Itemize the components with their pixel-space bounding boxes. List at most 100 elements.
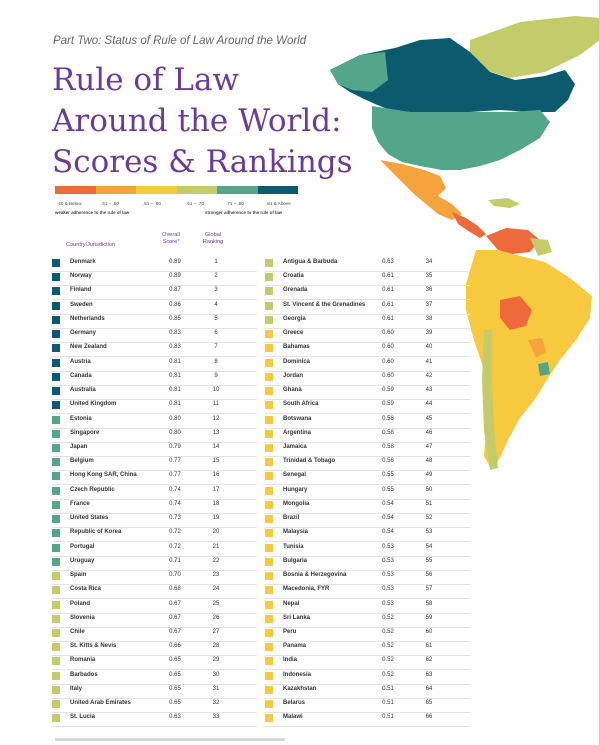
- overall-score: 0.67: [169, 628, 181, 635]
- overall-score: 0.72: [169, 529, 181, 536]
- global-ranking: 8: [214, 358, 218, 365]
- global-ranking: 13: [212, 429, 220, 436]
- global-ranking: 32: [212, 700, 220, 707]
- score-color-swatch: [265, 358, 273, 367]
- overall-score: 0.83: [169, 344, 181, 351]
- table-row: Barbados 0.65 30: [52, 670, 257, 685]
- overall-score: 0.53: [382, 586, 394, 593]
- global-ranking: 56: [425, 572, 433, 579]
- score-color-swatch: [265, 529, 273, 538]
- overall-score: 0.60: [382, 330, 394, 337]
- score-color-swatch: [52, 387, 60, 396]
- global-ranking: 41: [425, 358, 433, 365]
- score-color-swatch: [52, 586, 60, 595]
- table-row: Poland 0.67 25: [52, 599, 257, 614]
- map-mexico: [380, 160, 462, 220]
- country-name: Costa Rica: [70, 586, 102, 593]
- global-ranking: 49: [425, 472, 433, 479]
- overall-score: 0.81: [169, 387, 181, 394]
- overall-score: 0.55: [382, 472, 394, 479]
- table-row: Spain 0.70 23: [52, 570, 257, 586]
- table-row: Sweden 0.86 4: [52, 300, 257, 315]
- overall-score: 0.65: [169, 700, 181, 707]
- table-row: Tunisia 0.53 54: [265, 542, 470, 557]
- global-ranking: 44: [425, 401, 433, 408]
- table-row: United States 0.73 19: [52, 513, 257, 529]
- table-row: Peru 0.52 60: [265, 627, 470, 642]
- overall-score: 0.67: [169, 600, 181, 607]
- score-color-swatch: [52, 401, 60, 410]
- country-name: Hong Kong SAR, China: [70, 472, 137, 479]
- table-row: Nepal 0.53 58: [265, 599, 470, 614]
- table-row: Panama 0.52 61: [265, 641, 470, 657]
- country-name: Poland: [70, 600, 91, 607]
- score-color-swatch: [265, 572, 273, 581]
- map-greenland: [470, 16, 600, 78]
- score-color-swatch: [52, 330, 60, 339]
- overall-score: 0.58: [382, 415, 394, 422]
- global-ranking: 16: [212, 472, 220, 479]
- global-ranking: 22: [212, 557, 220, 564]
- global-ranking: 50: [425, 486, 433, 493]
- table-row: India 0.52 62: [265, 655, 470, 671]
- map-uruguay: [538, 362, 550, 376]
- legend-range-6: .81 & Above: [266, 201, 291, 206]
- score-color-swatch: [52, 287, 60, 296]
- table-row: Finland 0.87 3: [52, 285, 257, 301]
- map-bolivia: [500, 296, 532, 330]
- table-row: Hungary 0.55 50: [265, 485, 470, 500]
- score-color-swatch: [265, 330, 273, 339]
- legend-swatch-3: [136, 186, 177, 194]
- title-line-3: Scores & Rankings: [52, 144, 353, 180]
- overall-score: 0.65: [169, 685, 181, 692]
- global-ranking: 59: [425, 614, 433, 621]
- country-name: Senegal: [283, 472, 307, 479]
- score-color-swatch: [265, 259, 273, 267]
- global-ranking: 18: [212, 500, 220, 507]
- overall-score: 0.56: [382, 458, 394, 465]
- global-ranking: 45: [425, 415, 433, 422]
- country-name: Bulgaria: [283, 557, 308, 564]
- table-row: Uruguay 0.71 22: [52, 556, 257, 571]
- overall-score: 0.81: [169, 372, 181, 379]
- table-row: Argentina 0.58 46: [265, 428, 470, 443]
- overall-score: 0.61: [382, 273, 394, 280]
- table-row: Netherlands 0.85 5: [52, 314, 257, 329]
- score-color-swatch: [265, 543, 273, 552]
- global-ranking: 29: [212, 657, 220, 664]
- score-color-swatch: [265, 685, 273, 694]
- score-color-swatch: [265, 443, 273, 452]
- country-name: Hungary: [283, 486, 308, 493]
- table-row: Germany 0.83 6: [52, 328, 257, 344]
- table-row: Brazil 0.54 52: [265, 513, 470, 529]
- country-name: South Africa: [283, 401, 319, 408]
- global-ranking: 62: [425, 657, 433, 664]
- global-ranking: 46: [425, 429, 433, 436]
- score-color-swatch: [265, 429, 273, 438]
- global-ranking: 23: [212, 572, 220, 579]
- map-paraguay: [528, 338, 546, 358]
- global-ranking: 48: [425, 458, 433, 465]
- header-rank-line2: Ranking: [202, 239, 224, 245]
- page-title: Rule of Law Around the World: Scores & R…: [52, 60, 353, 183]
- global-ranking: 10: [212, 387, 220, 394]
- global-ranking: 15: [212, 458, 220, 465]
- legend-note-stronger: stronger adherence to the rule of law: [205, 210, 283, 215]
- overall-score: 0.54: [382, 529, 394, 536]
- global-ranking: 36: [425, 287, 433, 294]
- overall-score: 0.58: [382, 429, 394, 436]
- title-line-2: Around the World:: [52, 103, 342, 139]
- global-ranking: 4: [214, 301, 218, 308]
- country-name: St. Vincent & the Grenadines: [283, 301, 366, 308]
- country-name: Sweden: [70, 301, 93, 308]
- country-name: United Arab Emirates: [70, 700, 131, 707]
- country-name: Bahamas: [283, 344, 310, 351]
- country-name: Norway: [70, 273, 92, 280]
- section-subtitle: Part Two: Status of Rule of Law Around t…: [53, 35, 307, 47]
- overall-score: 0.59: [382, 401, 394, 408]
- table-row: Hong Kong SAR, China 0.77 16: [52, 470, 257, 486]
- overall-score: 0.77: [169, 458, 181, 465]
- global-ranking: 35: [425, 273, 433, 280]
- score-color-swatch: [52, 557, 60, 566]
- country-name: Italy: [70, 685, 83, 692]
